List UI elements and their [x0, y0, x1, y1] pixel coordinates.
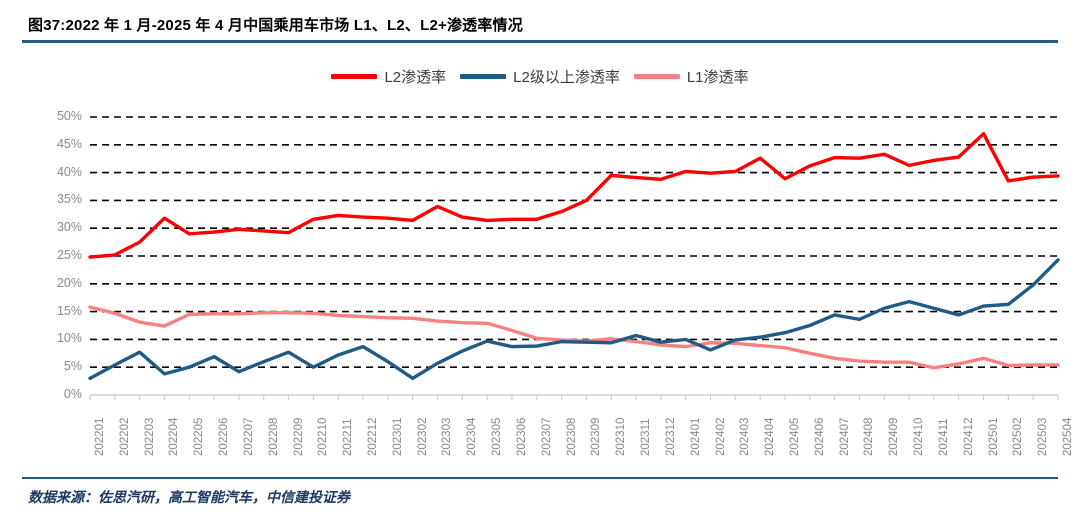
x-axis-tick-label: 202403	[739, 417, 752, 456]
x-axis-tick-label: 202310	[615, 417, 628, 456]
x-axis-tick-label: 202201	[94, 417, 106, 456]
x-axis-tick-label: 202206	[218, 417, 231, 456]
x-axis-tick-label: 202307	[540, 417, 553, 456]
x-axis-tick-label: 202203	[143, 417, 156, 456]
x-axis-tick-label: 202210	[317, 417, 330, 456]
x-axis-tick-label: 202211	[342, 418, 355, 456]
x-axis-tick-label: 202407	[838, 417, 851, 456]
x-axis-tick-label: 202304	[466, 417, 479, 456]
x-axis-tick-label: 202405	[788, 417, 801, 456]
y-axis-tick-label: 15%	[56, 303, 82, 318]
x-axis-tick-label: 202301	[391, 417, 404, 456]
title-divider	[22, 40, 1058, 43]
y-axis-tick-label: 50%	[56, 109, 82, 123]
series-line[interactable]	[88, 131, 1060, 259]
x-axis-tick-label: 202312	[664, 417, 677, 456]
y-axis-tick-label: 20%	[56, 275, 82, 290]
footer-divider	[22, 477, 1058, 479]
x-axis-tick-label: 202412	[962, 417, 975, 456]
x-axis-tick-label: 202306	[515, 417, 528, 456]
y-axis-tick-label: 30%	[56, 220, 82, 235]
x-axis-tick-label: 202409	[888, 417, 901, 456]
x-axis-tick-label: 202209	[292, 417, 305, 456]
y-axis-tick-label: 5%	[63, 359, 82, 374]
x-axis-tick-label: 202205	[193, 417, 206, 456]
x-axis-tick-label: 202501	[987, 417, 1000, 456]
x-axis-tick-label: 202309	[590, 417, 603, 456]
y-axis-tick-label: 25%	[56, 248, 82, 262]
x-axis-tick-label: 202308	[565, 417, 578, 456]
x-axis-tick-label: 202208	[267, 417, 280, 456]
y-axis-tick-label: 40%	[56, 164, 82, 179]
y-axis-tick-label: 10%	[56, 331, 82, 346]
x-axis-tick-label: 202202	[118, 417, 131, 456]
x-axis-tick-label: 202406	[813, 417, 826, 456]
x-axis-tick-label: 202204	[168, 417, 181, 456]
x-axis-tick-label: 202504	[1062, 417, 1074, 456]
x-axis-tick-label: 202411	[937, 418, 950, 456]
x-axis-tick-label: 202207	[242, 417, 255, 456]
x-axis-tick-label: 202212	[367, 417, 380, 456]
x-axis-tick-label: 202410	[913, 417, 926, 456]
gridlines	[90, 116, 1058, 369]
x-axis-tick-label: 202408	[863, 417, 876, 456]
y-axis-tick-label: 0%	[63, 387, 82, 401]
series-line[interactable]	[88, 258, 1060, 381]
x-axis-tick-label: 202305	[491, 417, 504, 456]
x-axis-tick-label: 202401	[689, 417, 702, 456]
x-axis-tick-label: 202503	[1037, 417, 1050, 456]
series-line[interactable]	[88, 305, 1060, 370]
x-axis-tick-label: 202311	[640, 418, 653, 456]
x-axis-tick-label: 202402	[714, 417, 727, 456]
y-axis-tick-label: 35%	[56, 192, 82, 207]
x-axis-ticks	[89, 395, 1059, 400]
x-axis-tick-label: 202303	[441, 417, 454, 456]
source-note: 数据来源：佐思汽研，高工智能汽车，中信建投证券	[28, 491, 350, 506]
x-axis-tick-label: 202502	[1012, 417, 1025, 456]
page-title: 图37:2022 年 1 月-2025 年 4 月中国乘用车市场 L1、L2、L…	[28, 17, 523, 34]
x-axis-tick-label: 202404	[764, 417, 777, 456]
x-axis-tick-label: 202302	[416, 417, 429, 456]
y-axis-tick-label: 45%	[56, 136, 82, 151]
